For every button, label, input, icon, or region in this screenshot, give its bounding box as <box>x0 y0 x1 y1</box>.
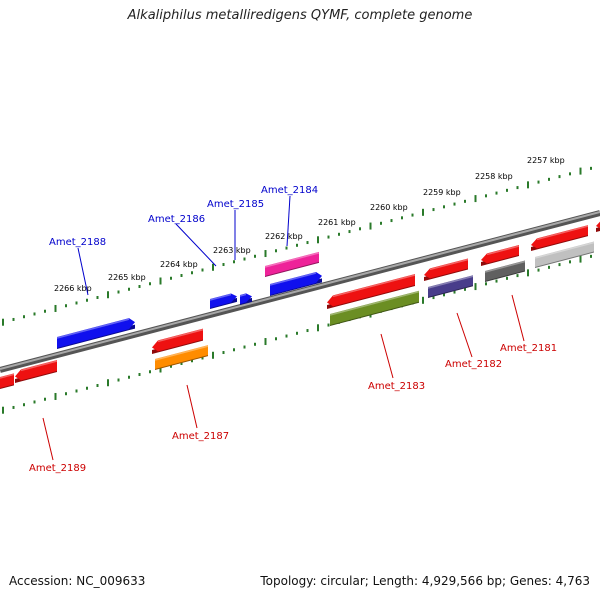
gene-label-amet-2189[interactable]: Amet_2189 <box>29 463 86 474</box>
feature-amet-2186-a[interactable] <box>209 293 237 309</box>
feature-amet-2183-red[interactable] <box>327 273 416 309</box>
feature-amet-2184-blue-body <box>270 271 322 295</box>
feature-lightgray-right-highlight <box>534 241 595 259</box>
feature-amet-2187-orange-body <box>155 345 208 369</box>
scale-label-2263: 2263 kbp <box>213 246 251 255</box>
genome-summary-text: Topology: circular; Length: 4,929,566 bp… <box>260 574 590 588</box>
feature-amet-2183-red-highlight <box>332 274 416 298</box>
scale-label-2258: 2258 kbp <box>475 172 513 181</box>
feature-amet-2182-red[interactable] <box>424 258 469 281</box>
feature-amet-2183-olive-body <box>330 290 419 325</box>
gene-label-amet-2184[interactable]: Amet_2184 <box>261 185 318 196</box>
feature-amet-2186-b[interactable] <box>239 293 252 305</box>
callout-amet-2184 <box>286 195 291 247</box>
feature-amet-2188-body <box>57 318 135 348</box>
gene-label-amet-2181[interactable]: Amet_2181 <box>500 343 557 354</box>
feature-amet-2189-red-a[interactable] <box>15 360 58 383</box>
feature-lightgray-right[interactable] <box>534 241 595 268</box>
scale-label-2262: 2262 kbp <box>265 232 303 241</box>
feature-amet-2184-magenta-body <box>265 251 319 276</box>
scale-label-2261: 2261 kbp <box>318 218 356 227</box>
gene-features <box>0 219 600 389</box>
feature-red-edge-shadow <box>596 226 600 232</box>
feature-amet-2189-red-b-body <box>0 373 14 388</box>
gene-label-amet-2183[interactable]: Amet_2183 <box>368 381 425 392</box>
gene-label-amet-2188[interactable]: Amet_2188 <box>49 237 106 248</box>
scale-label-2259: 2259 kbp <box>423 188 461 197</box>
callout-amet-2182 <box>456 312 473 358</box>
gene-label-amet-2185[interactable]: Amet_2185 <box>207 199 264 210</box>
feature-amet-2181-red-highlight <box>486 245 520 256</box>
feature-amet-2181-red[interactable] <box>481 245 520 266</box>
map-title: Alkaliphilus metalliredigens QYMF, compl… <box>127 8 473 23</box>
feature-amet-2188[interactable] <box>56 318 135 349</box>
scale-label-2260: 2260 kbp <box>370 203 408 212</box>
accession-text: Accession: NC_009633 <box>9 574 146 588</box>
feature-amet-2184-magenta-highlight <box>264 252 320 268</box>
callout-amet-2189 <box>42 417 54 461</box>
feature-amet-2184-blue-highlight <box>269 272 317 286</box>
feature-amet-2182-red-body <box>424 258 468 279</box>
callout-amet-2181 <box>511 294 525 342</box>
feature-red-right-1[interactable] <box>531 225 589 251</box>
feature-amet-2187-red-body <box>152 328 203 352</box>
callout-amet-2183 <box>380 333 394 379</box>
feature-amet-2182-red-highlight <box>429 258 469 271</box>
feature-amet-2187-orange[interactable] <box>154 345 209 370</box>
feature-amet-2187-red[interactable] <box>152 328 204 354</box>
feature-amet-2181-gray[interactable] <box>484 260 526 282</box>
feature-amet-2182-slate[interactable] <box>427 275 474 298</box>
callout-amet-2188 <box>77 247 89 296</box>
feature-amet-2187-orange-highlight <box>154 345 209 361</box>
feature-red-edge[interactable] <box>596 219 600 232</box>
feature-amet-2186-a-highlight <box>209 293 232 301</box>
gene-label-amet-2182[interactable]: Amet_2182 <box>445 359 502 370</box>
feature-red-right-1-highlight <box>536 225 589 241</box>
gene-label-amet-2186[interactable]: Amet_2186 <box>148 214 205 225</box>
callout-amet-2187 <box>186 384 198 429</box>
feature-amet-2184-magenta[interactable] <box>264 251 320 277</box>
feature-red-edge-body <box>596 219 600 230</box>
feature-amet-2181-red-body <box>481 245 519 264</box>
scale-label-2257: 2257 kbp <box>527 156 565 165</box>
feature-amet-2183-olive[interactable] <box>329 290 420 326</box>
gene-label-amet-2187[interactable]: Amet_2187 <box>172 431 229 442</box>
feature-amet-2189-red-b[interactable] <box>0 373 15 389</box>
feature-red-right-1-body <box>531 225 588 249</box>
scale-label-2265: 2265 kbp <box>108 273 146 282</box>
feature-amet-2186-b-highlight <box>239 293 247 297</box>
feature-amet-2182-slate-body <box>428 275 473 297</box>
genome-backbone-highlight <box>0 211 600 370</box>
feature-amet-2189-red-a-body <box>15 360 57 381</box>
scale-ruler-top <box>2 166 592 326</box>
feature-amet-2184-blue[interactable] <box>269 271 322 296</box>
callout-amet-2186 <box>175 223 217 267</box>
feature-amet-2188-highlight <box>56 318 130 339</box>
feature-amet-2182-slate-highlight <box>427 275 474 289</box>
feature-amet-2183-olive-highlight <box>329 290 420 316</box>
feature-amet-2183-red-body <box>327 273 415 307</box>
feature-amet-2189-red-b-highlight <box>0 373 15 379</box>
scale-label-2264: 2264 kbp <box>160 260 198 269</box>
scale-label-2266: 2266 kbp <box>54 284 92 293</box>
feature-amet-2181-gray-highlight <box>484 260 526 273</box>
feature-amet-2186-a-body <box>210 293 237 308</box>
feature-amet-2187-red-highlight <box>157 328 204 343</box>
feature-lightgray-right-body <box>535 241 594 267</box>
feature-amet-2186-b-body <box>240 293 252 304</box>
feature-amet-2181-gray-body <box>485 260 525 281</box>
feature-amet-2189-red-a-highlight <box>20 360 58 372</box>
